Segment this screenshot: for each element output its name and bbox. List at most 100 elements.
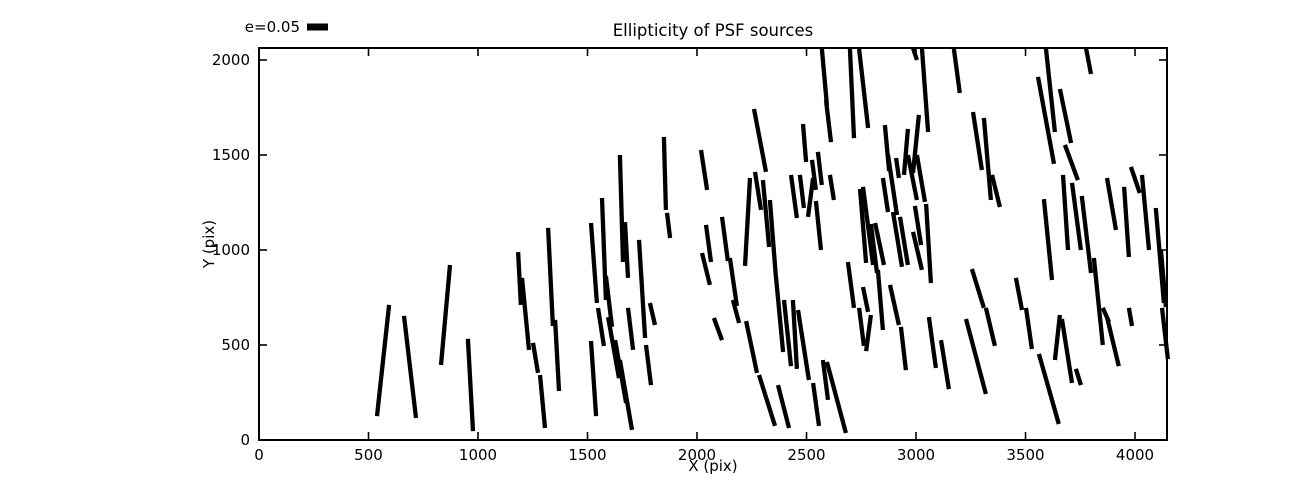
y-tick-label: 2000	[212, 51, 250, 69]
ellipticity-stick	[875, 269, 886, 331]
ellipticity-stick	[863, 314, 874, 352]
ellipticity-stick	[588, 340, 599, 417]
ellipticity-stick	[617, 154, 626, 263]
ellipticity-stick	[788, 174, 800, 219]
ellipticity-stick	[860, 286, 871, 313]
ellipticity-stick	[898, 326, 909, 371]
ellipticity-stick	[897, 216, 911, 266]
ellipticity-stick	[910, 114, 922, 174]
ellipticity-stick	[1139, 174, 1152, 251]
ellipticity-stick	[698, 149, 710, 191]
ellipticity-stick	[537, 374, 548, 429]
ellipticity-stick	[1013, 277, 1025, 311]
x-tick-label: 2500	[787, 446, 825, 464]
x-tick-label: 4000	[1116, 446, 1154, 464]
ellipticity-stick	[824, 361, 848, 434]
ellipticity-stick	[752, 171, 764, 211]
ellipticity-stick	[622, 221, 631, 279]
ellipticity-stick	[1043, 47, 1058, 133]
ellipticity-stick	[515, 251, 524, 306]
ellipticity-stick	[552, 319, 562, 392]
ellipticity-stick	[813, 200, 824, 251]
ellipticity-stick	[856, 307, 867, 347]
ellipticity-stick	[603, 275, 615, 328]
ellipticity-stick	[751, 108, 769, 173]
ellipticity-stick	[1091, 257, 1105, 346]
ellipticity-stick	[767, 199, 779, 278]
ellipticity-stick	[374, 304, 392, 417]
ellipticity-stick	[1128, 166, 1142, 194]
ellipticity-stick	[919, 47, 931, 133]
legend-label: e=0.05	[245, 18, 300, 36]
ellipticity-stick	[699, 252, 712, 286]
x-tick-label: 3000	[897, 446, 935, 464]
ellipticity-stick	[711, 317, 725, 341]
ellipticity-stick	[923, 203, 934, 284]
x-tick-label: 3500	[1006, 446, 1044, 464]
x-tick-label: 2000	[678, 446, 716, 464]
ticks-layer: 0 500 1000 1500 2000 2500 3000 3500 4000 0 500 1000…	[212, 48, 1167, 464]
ellipticity-stick	[727, 257, 740, 307]
sticks-layer	[374, 47, 1171, 434]
ellipticity-stick	[625, 307, 636, 351]
ellipticity-stick	[647, 302, 658, 326]
ellipticity-stick	[890, 211, 905, 268]
ellipticity-stick	[882, 124, 892, 172]
ellipticity-stick	[636, 239, 648, 339]
ellipticity-stick	[938, 339, 952, 390]
ellipticity-stick	[617, 359, 635, 431]
chart-title: Ellipticity of PSF sources	[613, 21, 814, 40]
ellipticity-stick	[1036, 353, 1061, 425]
ellipticity-stick	[860, 186, 876, 266]
ellipticity-stick	[1079, 195, 1094, 274]
x-tick-label: 500	[354, 446, 383, 464]
ellipticity-stick	[810, 382, 822, 427]
plot-frame	[258, 47, 1168, 441]
y-tick-label: 0	[240, 431, 250, 449]
ellipticity-stick	[981, 117, 994, 201]
ellipticity-stick	[545, 227, 556, 327]
x-tick-label: 0	[254, 446, 264, 464]
y-tick-label: 1500	[212, 146, 250, 164]
ellipticity-stick	[963, 318, 988, 395]
ellipticity-stick	[1062, 144, 1080, 181]
ellipticity-stick	[742, 177, 753, 267]
ellipticity-stick	[857, 188, 869, 264]
ellipticity-stick	[1104, 316, 1121, 367]
ellipticity-stick	[815, 151, 824, 186]
ellipticity-stick	[730, 299, 742, 324]
x-axis-label: X (pix)	[688, 457, 737, 475]
ellipticity-stick	[1121, 186, 1132, 258]
ellipticity-stick	[823, 99, 834, 143]
ellipticity-stick	[1069, 182, 1084, 251]
ellipticity-stick	[970, 111, 985, 171]
ellipticity-stick	[893, 157, 902, 179]
ellipticity-stick	[1060, 174, 1071, 251]
ellipticity-stick	[530, 342, 541, 374]
legend: e=0.05	[245, 18, 328, 36]
ellipticity-stick	[910, 231, 924, 271]
ellipticity-stick	[438, 264, 453, 366]
ellipticity-stick	[795, 309, 812, 381]
ellipticity-stick	[880, 177, 891, 213]
ellipticity-stick	[756, 374, 778, 427]
ellipticity-stick	[912, 205, 924, 246]
ellipticity-stick	[887, 284, 901, 326]
ellipticity-stick	[901, 128, 911, 176]
ellipticity-stick	[847, 47, 857, 139]
ellipticity-stick	[809, 159, 819, 191]
ellipticity-stick	[819, 47, 830, 106]
ellipticity-stick	[868, 223, 880, 274]
y-axis-label: Y (pix)	[200, 220, 218, 269]
ellipticity-stick	[805, 177, 816, 218]
x-tick-label: 1000	[459, 446, 497, 464]
ellipticity-stick	[703, 224, 714, 263]
ellipticity-stick	[914, 154, 928, 203]
ellipticity-stick	[643, 344, 654, 386]
ellipticity-stick	[856, 48, 871, 129]
y-tick-label: 1000	[212, 241, 250, 259]
ellipticity-stick	[910, 47, 919, 61]
ellipticity-stick	[588, 222, 600, 304]
ellipticity-stick	[845, 261, 857, 309]
